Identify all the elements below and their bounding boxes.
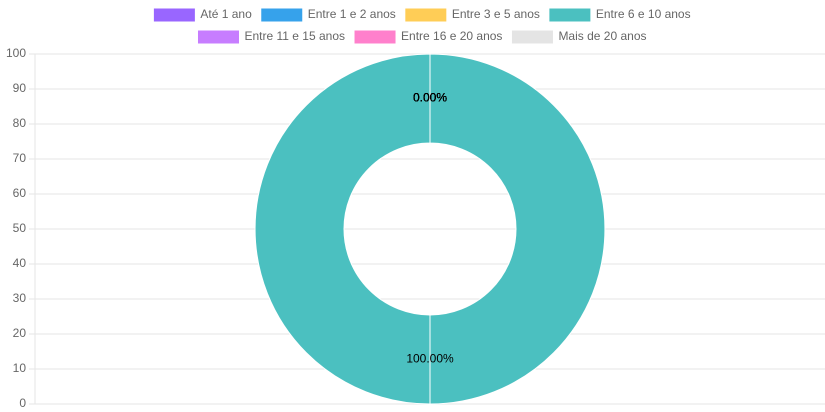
legend-item: Mais de 20 anos	[511, 29, 647, 44]
legend-item: Entre 3 e 5 anos	[405, 7, 540, 22]
legend-item: Até 1 ano	[153, 7, 252, 22]
legend-item: Entre 11 e 15 anos	[197, 29, 345, 44]
y-tick-label: 0	[19, 396, 26, 410]
legend-item: Entre 16 e 20 anos	[354, 29, 502, 44]
legend-swatch	[549, 8, 591, 22]
value-label: 0.00%	[413, 91, 447, 105]
legend-label: Entre 11 e 15 anos	[244, 29, 345, 43]
legend-swatch	[511, 30, 553, 44]
y-tick-label: 70	[13, 151, 27, 165]
y-tick-label: 80	[13, 116, 27, 130]
y-tick-label: 40	[13, 256, 27, 270]
legend-label: Entre 1 e 2 anos	[308, 7, 396, 21]
y-tick-label: 60	[13, 186, 27, 200]
y-tick-label: 30	[13, 291, 27, 305]
value-label: 0.00%	[413, 91, 447, 105]
legend-swatch	[261, 8, 303, 22]
legend-swatch	[354, 30, 396, 44]
y-tick-label: 50	[13, 221, 27, 235]
legend-label: Entre 3 e 5 anos	[452, 7, 540, 21]
legend-swatch	[197, 30, 239, 44]
value-label: 0.00%	[413, 91, 447, 105]
legend-swatch	[405, 8, 447, 22]
value-label: 0.00%	[413, 91, 447, 105]
legend-swatch	[153, 8, 195, 22]
y-tick-label: 20	[13, 326, 27, 340]
legend-item: Entre 1 e 2 anos	[261, 7, 396, 22]
legend-item: Entre 6 e 10 anos	[549, 7, 691, 22]
legend-label: Entre 6 e 10 anos	[596, 7, 691, 21]
y-tick-label: 90	[13, 81, 27, 95]
y-tick-label: 10	[13, 361, 27, 375]
y-tick-label: 100	[6, 46, 26, 60]
legend-label: Mais de 20 anos	[558, 29, 646, 43]
value-label: 0.00%	[413, 91, 447, 105]
legend-label: Entre 16 e 20 anos	[401, 29, 502, 43]
value-label: 0.00%	[413, 91, 447, 105]
doughnut-slice	[254, 53, 606, 405]
value-label: 100.00%	[406, 352, 454, 366]
legend-label: Até 1 ano	[200, 7, 252, 21]
